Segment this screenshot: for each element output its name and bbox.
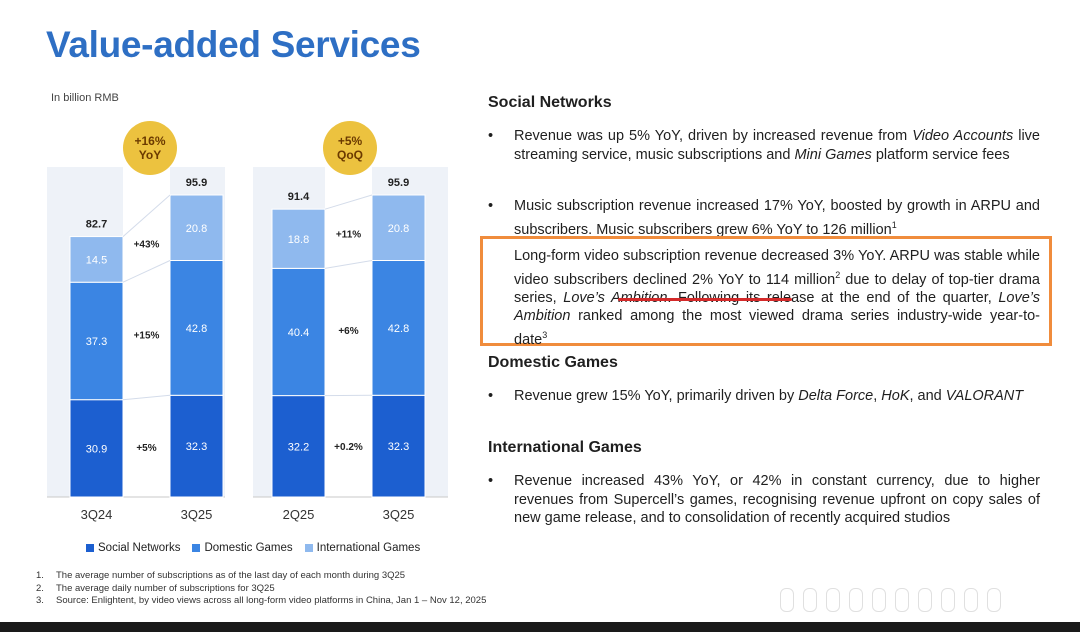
bar-segment-international-games [69,236,124,283]
bar-segment-domestic-games [69,281,124,401]
bullet-icon: • [488,388,494,404]
bar-value-label: 40.4 [288,327,309,339]
bar-total-label: 91.4 [288,191,310,203]
legend-swatch-international [304,544,313,552]
bar-segment-domestic-games [371,260,426,396]
bar-value-label: 32.3 [186,441,207,453]
bar-total-label: 95.9 [186,177,207,189]
bullet-icon: • [488,128,494,144]
bullet-icon: • [488,473,494,489]
footnote-number: 2. [36,582,44,594]
legend-swatch-domestic [192,544,201,552]
bullet-international-revenue: • Revenue increased 43% YoY, or 42% in c… [488,473,1040,526]
bar-segment-domestic-games [271,267,326,397]
bullet-music-subscription: • Music subscription revenue increased 1… [488,198,1040,238]
bar-total-label: 82.7 [86,219,107,231]
footnote-text: Source: Enlightent, by video views acros… [56,595,487,606]
watermark-decoration [780,588,1001,612]
footnote-text: The average number of subscriptions as o… [56,570,406,581]
chart-gap-column [325,167,372,497]
footnote-2: 2. The average daily number of subscripti… [36,583,486,596]
bar-segment-social-networks [169,394,224,498]
growth-label: +15% [134,330,160,341]
footnote-number: 1. [36,570,44,581]
bar-value-label: 18.8 [288,234,309,246]
legend-label: International Games [316,542,421,554]
bottom-bar [0,622,1080,632]
connector-line-shadow [324,194,373,210]
connector-line-shadow [122,194,171,237]
bar-value-label: 42.8 [186,323,207,335]
growth-badge-value: +16% [134,134,165,148]
legend-label: Social Networks [98,542,181,554]
x-tick-label: 2Q25 [283,507,315,522]
x-tick-label: 3Q25 [383,507,415,522]
legend-item-domestic-games: Domestic Games [192,542,293,554]
heading-domestic-games: Domestic Games [488,354,618,371]
growth-badge-period: YoY [139,148,161,162]
heading-international-games: International Games [488,439,642,456]
growth-badge-value: +5% [338,134,363,148]
connector-line-shadow [122,260,171,283]
bar-value-label: 20.8 [186,223,207,235]
legend-item-international-games: International Games [304,542,421,554]
bar-segment-social-networks [371,394,426,498]
bullet-domestic-revenue: • Revenue grew 15% YoY, primarily driven… [488,388,1024,404]
bullet-long-form-video: Long-form video subscription revenue dec… [514,248,1040,348]
connector-line-shadow [324,260,373,269]
footnote-text: The average daily number of subscription… [56,582,275,594]
growth-label: +0.2% [334,442,363,453]
growth-label: +5% [136,443,156,454]
bar-value-label: 32.3 [388,441,409,453]
growth-label: +43% [134,240,160,251]
legend-label: Domestic Games [204,542,293,554]
chart-gap-column [123,167,170,497]
chart-legend: Social Networks Domestic Games Internati… [86,542,420,554]
growth-badge [323,121,377,175]
bar-segment-domestic-games [169,260,224,396]
growth-badge-period: QoQ [337,148,363,162]
bar-segment-international-games [271,208,326,269]
bar-value-label: 42.8 [388,323,409,335]
legend-swatch-social [86,544,94,552]
bar-value-label: 32.2 [288,441,309,453]
bar-segment-social-networks [69,399,124,498]
footnotes: 1. The average number of subscriptions as… [36,570,486,608]
bar-segment-international-games [371,194,426,262]
growth-label: +6% [338,326,358,337]
unit-note: In billion RMB [51,92,119,104]
bar-value-label: 20.8 [388,223,409,235]
highlight-box [480,236,1052,346]
revenue-chart: 30.9 37.3 14.5 82.7 3Q24 32.3 42.8 20.8 95.9 3Q25… [47,121,448,522]
red-underline-mark [618,298,792,301]
bar-value-label: 37.3 [86,336,107,348]
connector-line-shadow [122,394,171,401]
footnote-3: 3. Source: Enlightent, by video views acr… [36,595,486,608]
bar-value-label: 30.9 [86,443,107,455]
bullet-social-revenue: • Revenue was up 5% YoY, driven by incre… [488,128,1040,163]
growth-badge [123,121,177,175]
bar-value-label: 14.5 [86,254,107,266]
bullet-icon: • [488,198,494,214]
x-tick-label: 3Q24 [81,507,113,522]
footnote-1: 1. The average number of subscriptions as… [36,570,486,583]
growth-label: +11% [336,229,361,240]
legend-item-social-networks: Social Networks [86,542,180,554]
bar-segment-international-games [169,194,224,262]
bar-total-label: 95.9 [388,177,409,189]
footnote-number: 3. [36,595,44,606]
x-tick-label: 3Q25 [181,507,213,522]
page-title: Value-added Services [46,24,421,65]
heading-social-networks: Social Networks [488,94,612,111]
